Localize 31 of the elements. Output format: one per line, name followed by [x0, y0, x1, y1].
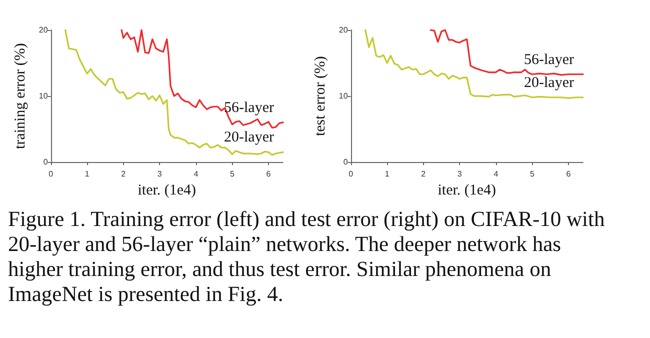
line-series [64, 29, 284, 156]
line-series [430, 29, 584, 76]
y-axis-title: test error (%) [312, 56, 328, 136]
caption: Figure 1. Training error (left) and test error (right) on CIFAR-10 with 20-layer and 56-layer “plain” networks. The deeper network has higher training error, and thus test error. Similar phenomena on ImageNet is presented in Fig. 4. [8, 207, 606, 307]
series-label: 20-layer [524, 74, 574, 91]
x-axis-title: iter. (1e4) [438, 182, 496, 198]
y-tick-label: 10 [38, 92, 48, 101]
x-tick-label: 1 [384, 170, 390, 179]
y-tick-label: 20 [338, 26, 348, 34]
x-tick-label: 1 [84, 170, 90, 179]
x-tick-label: 4 [194, 170, 199, 179]
y-tick-label: 20 [38, 26, 48, 34]
series-label: 56-layer [224, 100, 274, 116]
line-series [364, 29, 584, 99]
x-axis-title: iter. (1e4) [138, 182, 196, 198]
series-label: 20-layer [224, 130, 274, 146]
x-tick-label: 3 [457, 170, 462, 179]
x-tick-label: 6 [266, 170, 272, 179]
x-tick-label: 2 [121, 170, 126, 179]
x-tick-label: 5 [530, 170, 535, 179]
x-tick-label: 6 [566, 170, 572, 179]
y-axis-title: training error (%) [12, 43, 28, 149]
y-tick-label: 10 [338, 92, 348, 101]
x-tick-label: 2 [421, 170, 426, 179]
series-label: 56-layer [524, 52, 574, 68]
x-tick-label: 5 [230, 170, 235, 179]
y-tick-label: 0 [43, 158, 48, 167]
x-tick-label: 4 [494, 170, 499, 179]
x-tick-label: 3 [157, 170, 162, 179]
y-tick-label: 0 [343, 158, 348, 167]
line-series [120, 29, 284, 129]
